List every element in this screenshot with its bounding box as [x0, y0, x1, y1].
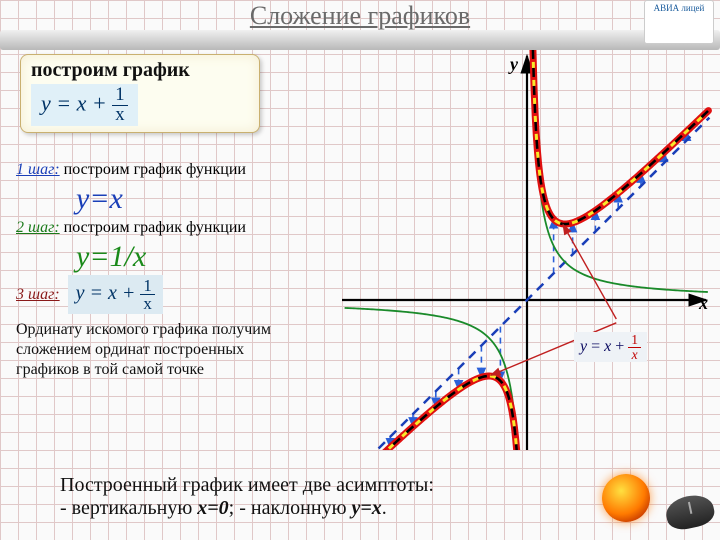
step3-para: Ординату искомого графика получим сложен… — [16, 320, 296, 380]
eq3-num: 1 — [140, 277, 155, 295]
steps-panel: 1 шаг: построим график функции y=x 2 шаг… — [16, 160, 316, 380]
step2-text: построим график функции — [60, 219, 246, 236]
step3-label: 3 шаг: — [16, 286, 60, 303]
curve-annotation: y = x + 1x — [574, 332, 647, 362]
step1-text: построим график функции — [60, 161, 246, 178]
y-axis-label: y — [510, 54, 518, 75]
page-title: Сложение графиков — [0, 0, 720, 36]
asymp-l2b: x=0 — [197, 497, 228, 519]
step2-label: 2 шаг: — [16, 219, 60, 236]
logo-badge: АВИА лицей — [644, 0, 714, 44]
asymptote-note: Построенный график имеет две асимптоты: … — [60, 474, 600, 520]
eq-frac-den: x — [112, 106, 127, 125]
intro-equation: y = x + 1x — [31, 84, 138, 126]
step3-equation: y = x + 1x — [68, 275, 163, 314]
eq3-den: x — [140, 295, 155, 312]
asymp-l2a: - вертикальную — [60, 497, 197, 519]
chart-svg — [342, 50, 712, 450]
eq-prefix: y = x + — [41, 90, 112, 115]
asymp-l2c: ; - наклонную — [229, 497, 352, 519]
asymp-line1: Построенный график имеет две асимптоты: — [60, 474, 434, 496]
step2-function: y=1/x — [76, 238, 316, 276]
x-axis-label: x — [699, 293, 708, 314]
intro-heading: построим график — [31, 59, 249, 82]
chart-area: x y y = x + 1x — [342, 50, 712, 450]
asymp-l2e: . — [382, 497, 387, 519]
eq-frac-num: 1 — [112, 86, 127, 106]
asymp-l2d: y=x — [352, 497, 382, 519]
intro-scroll: построим график y = x + 1x — [20, 54, 260, 133]
eq3-prefix: y = x + — [76, 282, 141, 304]
orange-orb-icon — [602, 474, 650, 522]
step1-label: 1 шаг: — [16, 161, 60, 178]
step1-function: y=x — [76, 180, 316, 218]
